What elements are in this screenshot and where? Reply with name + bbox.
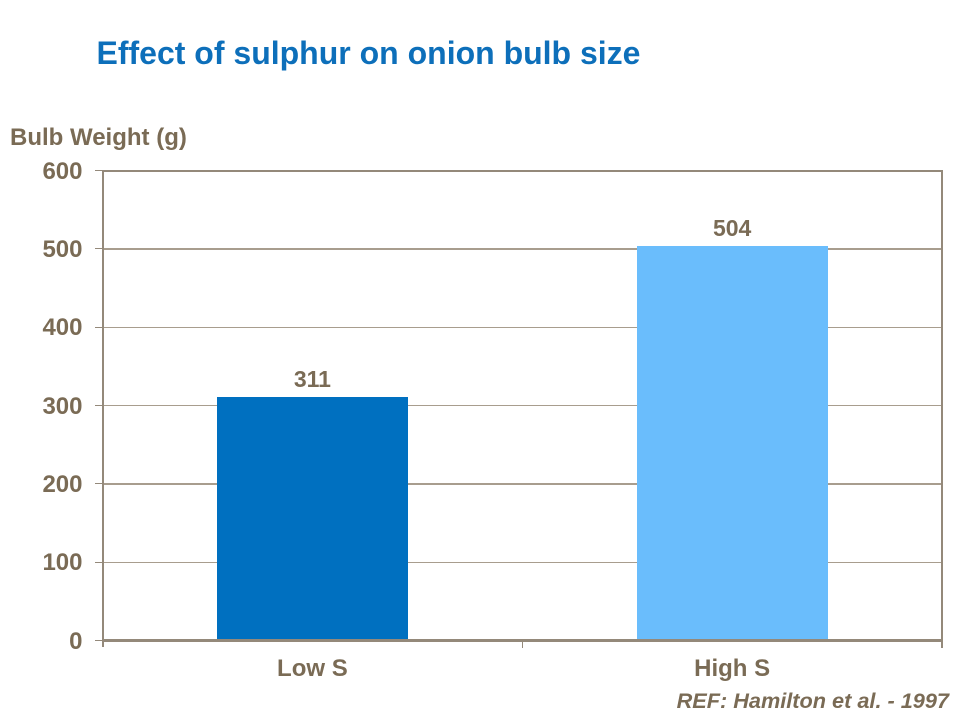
y-tick-label: 0 [69, 627, 83, 655]
y-tick-mark [94, 483, 103, 485]
plot-right-border [941, 169, 943, 642]
y-tick-mark [94, 248, 103, 250]
gridline [102, 561, 942, 563]
x-tick-mark [941, 641, 943, 648]
bar-low-s [216, 396, 408, 642]
gridline [102, 405, 942, 407]
gridline [102, 326, 942, 328]
plot-top-border [101, 169, 943, 172]
chart-title: Effect of sulphur on onion bulb size [96, 35, 641, 71]
category-label: Low S [277, 655, 348, 682]
y-tick-mark [94, 169, 103, 172]
y-tick-mark [94, 639, 103, 642]
y-tick-label: 600 [42, 157, 83, 185]
y-tick-mark [94, 404, 103, 407]
y-tick-mark [94, 561, 103, 563]
bar-value-label: 504 [712, 214, 752, 241]
y-axis-title: Bulb Weight (g) [10, 124, 187, 151]
x-tick-mark [521, 641, 523, 648]
reference-citation: REF: Hamilton et al. - 1997 [676, 688, 949, 713]
x-tick-mark [101, 641, 104, 647]
category-label: High S [694, 655, 771, 682]
y-axis-line [101, 169, 104, 642]
x-axis-line [101, 639, 943, 642]
bar-value-label: 311 [293, 365, 331, 392]
y-tick-label: 200 [42, 470, 83, 498]
y-tick-label: 100 [42, 549, 83, 577]
gridline [102, 248, 942, 250]
y-tick-label: 300 [42, 392, 83, 420]
y-tick-label: 400 [42, 314, 83, 342]
y-tick-label: 500 [42, 235, 83, 263]
bar-high-s [636, 245, 828, 642]
y-tick-mark [94, 326, 103, 328]
gridline [102, 483, 942, 485]
